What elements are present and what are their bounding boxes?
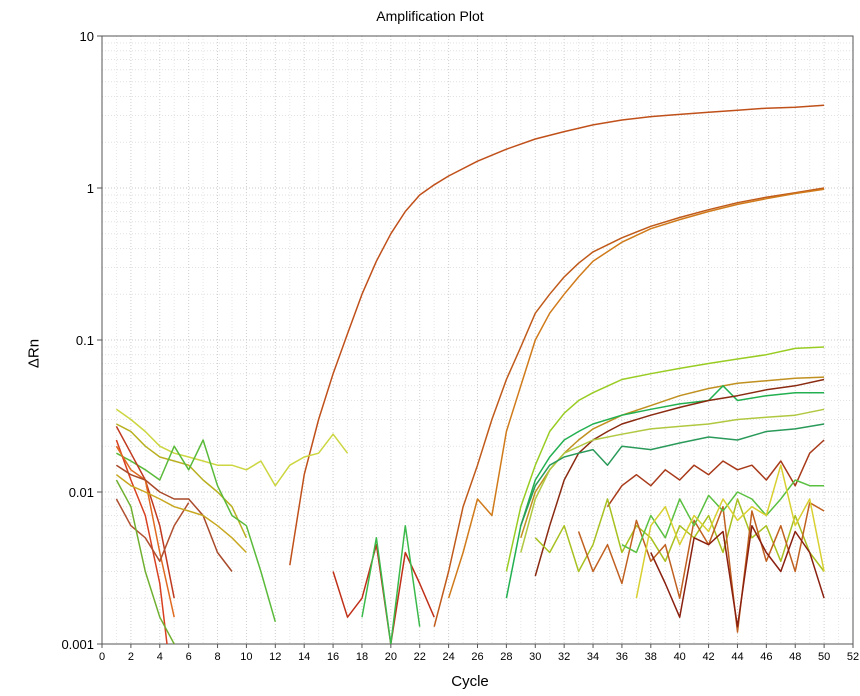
series-line-25 — [621, 479, 825, 554]
x-tick-label: 44 — [731, 651, 743, 663]
x-tick-label: 18 — [356, 651, 368, 663]
x-tick-label: 22 — [414, 651, 426, 663]
y-tick-label: 0.1 — [76, 333, 94, 348]
x-tick-label: 46 — [760, 651, 772, 663]
x-axis-label: Cycle — [451, 673, 489, 690]
x-tick-label: 34 — [587, 651, 599, 663]
series-line-15 — [115, 439, 168, 644]
x-tick-label: 48 — [789, 651, 801, 663]
series-line-18 — [115, 498, 190, 563]
x-tick-label: 40 — [674, 651, 686, 663]
grid — [101, 36, 854, 645]
series-line-6 — [505, 385, 825, 599]
y-tick-label: 1 — [87, 181, 94, 196]
x-tick-label: 10 — [240, 651, 252, 663]
series-line-17 — [115, 464, 233, 572]
x-tick-label: 50 — [818, 651, 830, 663]
series-line-2 — [433, 187, 825, 627]
x-tick-label: 38 — [645, 651, 657, 663]
x-tick-label: 4 — [157, 651, 163, 663]
chart-title: Amplification Plot — [376, 8, 484, 24]
x-tick-label: 32 — [558, 651, 570, 663]
series-group — [115, 104, 825, 644]
series-line-24 — [577, 501, 825, 633]
series-line-7 — [534, 378, 825, 577]
series-line-26 — [635, 464, 825, 599]
series-line-22 — [361, 524, 421, 644]
x-tick-label: 28 — [500, 651, 512, 663]
series-line-20 — [115, 474, 247, 554]
x-ticks: 0 2 4 6 8 10 12 14 16 18 20 22 24 26 28 30 32 34 36 38 40 42 4… — [99, 644, 859, 663]
series-line-4 — [505, 346, 825, 572]
series-line-10 — [606, 439, 825, 508]
x-tick-label: 12 — [269, 651, 281, 663]
x-tick-label: 52 — [847, 651, 859, 663]
series-line-1 — [289, 104, 825, 566]
series-line-11 — [115, 408, 349, 487]
x-tick-label: 16 — [327, 651, 339, 663]
x-tick-label: 6 — [186, 651, 192, 663]
x-tick-label: 20 — [385, 651, 397, 663]
series-line-13 — [116, 439, 277, 623]
x-tick-label: 26 — [471, 651, 483, 663]
series-line-19 — [115, 479, 175, 644]
x-tick-label: 2 — [128, 651, 134, 663]
y-axis-label: ΔRn — [25, 338, 43, 369]
x-tick-label: 14 — [298, 651, 310, 663]
series-line-8 — [520, 408, 825, 553]
x-tick-label: 42 — [702, 651, 714, 663]
series-line-9 — [520, 423, 825, 526]
y-tick-label: 0.01 — [69, 485, 94, 500]
y-tick-label: 10 — [80, 29, 94, 44]
series-line-27 — [650, 524, 825, 628]
series-line-23 — [534, 498, 825, 573]
y-tick-label: 0.001 — [61, 637, 94, 652]
y-ticks: 0.001 0.01 0.1 1 10 — [61, 29, 102, 652]
x-tick-label: 30 — [529, 651, 541, 663]
x-tick-label: 0 — [99, 651, 105, 663]
x-tick-label: 24 — [442, 651, 454, 663]
x-tick-label: 36 — [616, 651, 628, 663]
series-line-3 — [447, 188, 825, 599]
x-tick-label: 8 — [214, 651, 220, 663]
